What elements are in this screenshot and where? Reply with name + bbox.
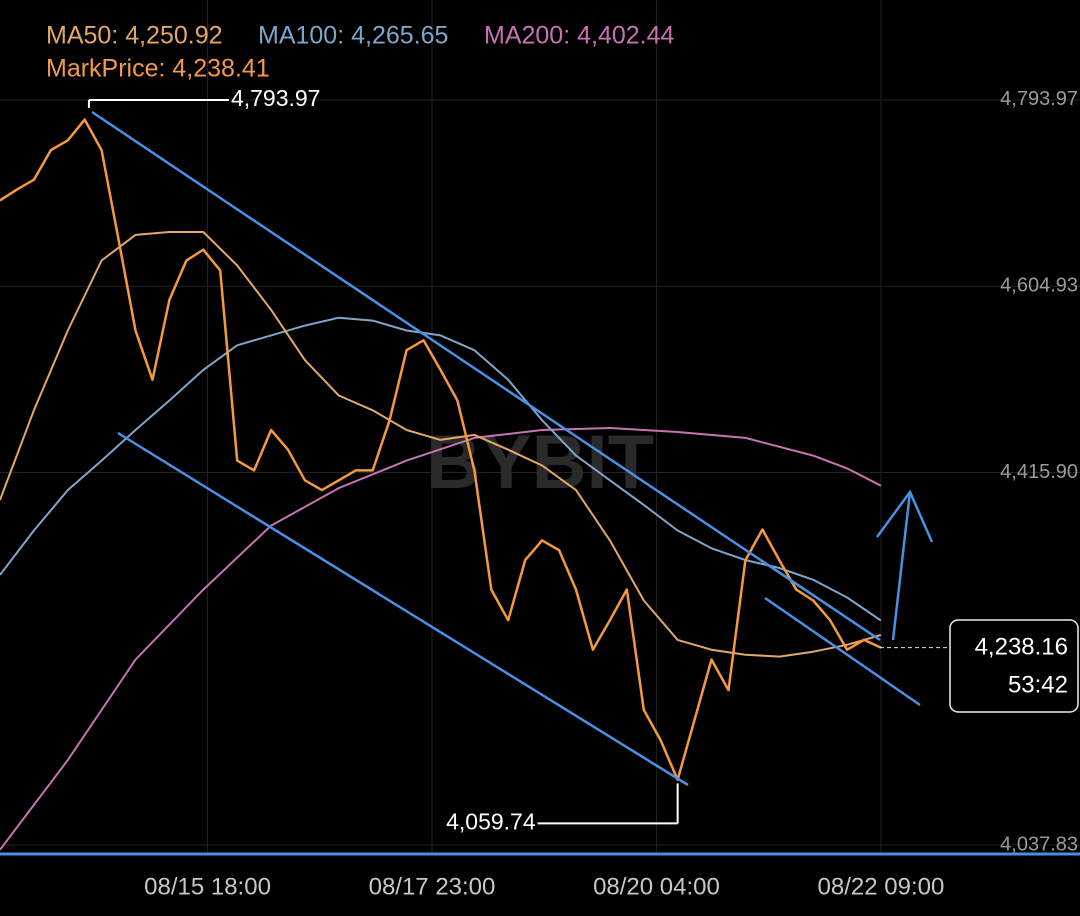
annotation-label: 4,793.97 [231,85,321,111]
series-line [0,427,882,851]
trendline [91,110,881,642]
legend-entry: MA100: 4,265.65 [258,22,448,50]
series-line [0,316,882,622]
series-line [0,118,882,782]
x-tick-label: 08/20 04:00 [593,873,720,900]
countdown: 53:42 [1008,671,1068,698]
x-tick-label: 08/17 23:00 [369,873,496,900]
y-tick-label: 4,604.93 [1000,274,1078,296]
arrow [891,491,912,641]
last-price: 4,238.16 [975,633,1068,660]
trendline [764,596,921,707]
annotations: 4,793.97 4,059.74 [87,85,679,835]
legend-entry: MA50: 4,250.92 [46,22,223,50]
x-tick-label: 08/22 09:00 [818,873,945,900]
trendline [117,431,689,787]
legend-entry: MA200: 4,402.44 [484,22,675,50]
legend-entry: MarkPrice: 4,238.41 [46,55,270,83]
series [0,118,882,851]
price-box [949,619,1079,713]
y-tick-label: 4,037.83 [1000,833,1078,855]
arrow-head [875,489,934,543]
annotation-label: 4,059.74 [446,809,536,835]
y-tick-label: 4,415.90 [1000,461,1078,483]
x-tick-label: 08/15 18:00 [144,873,271,900]
watermark: BYBIT [426,420,654,505]
y-tick-label: 4,793.97 [1000,88,1078,110]
legend: MA50: 4,250.92 MA100: 4,265.65 MA200: 4,40… [46,22,675,83]
